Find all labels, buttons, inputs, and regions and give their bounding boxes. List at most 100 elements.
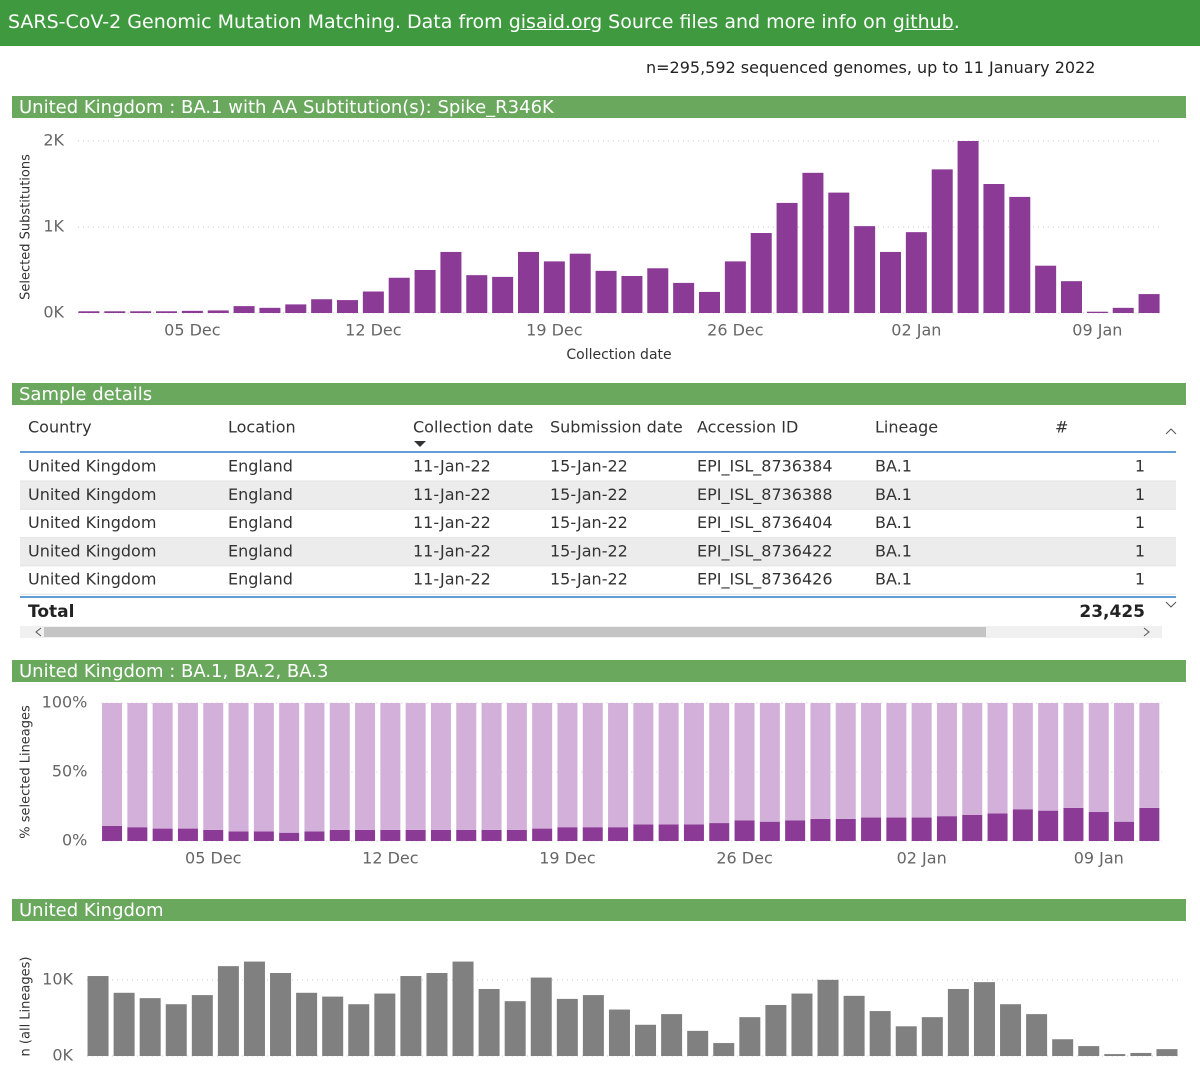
cell: England (228, 485, 293, 504)
bar (905, 232, 927, 313)
cell: United Kingdom (28, 485, 156, 504)
y-tick-label: 0K (52, 1046, 73, 1065)
bar-segment (1088, 812, 1109, 841)
y-axis-label: n (all Lineages) (19, 957, 34, 1057)
bar-segment (709, 823, 730, 841)
bar (673, 282, 695, 313)
bar (388, 277, 410, 313)
bar-segment (1038, 703, 1059, 811)
bar-segment (861, 817, 882, 841)
bar (869, 1011, 891, 1056)
bar-segment (785, 703, 806, 821)
section-bar (12, 899, 1186, 921)
y-tick-label: 0% (62, 831, 87, 850)
bar (362, 291, 384, 313)
cell: EPI_ISL_8736384 (697, 457, 833, 477)
bar (414, 270, 436, 313)
bar (739, 1017, 761, 1056)
bar (1035, 265, 1057, 313)
y-tick-label: 100% (42, 693, 88, 712)
bar (311, 299, 333, 313)
bar (699, 291, 720, 313)
bar (1086, 311, 1108, 313)
bar (1112, 307, 1134, 313)
bar (207, 310, 229, 313)
bar-segment (152, 703, 173, 829)
bar-segment (835, 703, 856, 819)
cell: 15-Jan-22 (550, 485, 628, 504)
bar (569, 253, 591, 313)
bar-segment (785, 820, 806, 841)
bar-segment (886, 703, 907, 818)
bar-segment (658, 703, 679, 825)
gisaid-link[interactable]: gisaid.org (508, 11, 603, 33)
bar (530, 977, 552, 1056)
cell: BA.1 (875, 513, 912, 532)
bar (1078, 1046, 1100, 1056)
bar (1000, 1004, 1022, 1056)
bar-segment (1063, 807, 1084, 841)
bar (1156, 1049, 1178, 1056)
github-link[interactable]: github (892, 11, 954, 33)
y-tick-label: 10K (42, 969, 73, 988)
column-header: Lineage (875, 418, 938, 437)
column-header: Accession ID (697, 418, 798, 437)
cell: United Kingdom (28, 457, 156, 476)
bar (165, 1004, 187, 1056)
header-text: . (953, 11, 960, 33)
cell: United Kingdom (28, 541, 156, 560)
bar-segment (177, 828, 198, 841)
bar (983, 184, 1005, 313)
bar-segment (557, 827, 578, 841)
y-axis-label: % selected Lineages (19, 705, 34, 839)
row-bg (20, 481, 1176, 510)
bar (233, 306, 255, 313)
bar-segment (734, 703, 755, 821)
bar (139, 998, 161, 1056)
bar (750, 233, 772, 313)
bar-segment (1139, 703, 1160, 808)
bar-segment (810, 818, 831, 841)
bar (478, 988, 500, 1056)
bar (452, 961, 474, 1056)
bar (181, 310, 203, 313)
y-tick-label: 1K (43, 217, 64, 236)
bar (285, 304, 307, 313)
cell: 11-Jan-22 (413, 513, 491, 532)
scroll-thumb[interactable] (44, 627, 986, 637)
bar-segment (304, 703, 325, 832)
bar-segment (127, 703, 148, 828)
bar-segment (430, 829, 451, 841)
section-bar (12, 383, 1186, 405)
bar-segment (658, 824, 679, 841)
bar (191, 995, 213, 1056)
y-tick-label: 50% (52, 762, 88, 781)
bar (724, 261, 746, 313)
y-tick-label: 2K (43, 131, 64, 150)
bar-segment (228, 831, 249, 841)
bar (556, 998, 578, 1056)
bar-segment (329, 829, 350, 841)
cell: 15-Jan-22 (550, 513, 628, 532)
bar (492, 276, 514, 313)
cell: 11-Jan-22 (413, 457, 491, 476)
bar (791, 993, 813, 1056)
bar-segment (481, 703, 502, 830)
x-tick-label: 05 Dec (185, 849, 241, 868)
bar (113, 992, 135, 1056)
bar (1130, 1052, 1152, 1056)
bar-segment (355, 703, 376, 830)
bar-segment (177, 703, 198, 829)
bar (337, 300, 358, 313)
bar (854, 226, 876, 313)
cell: 15-Jan-22 (550, 457, 628, 476)
cell: United Kingdom (28, 513, 156, 532)
bar-segment (810, 703, 831, 819)
cell: BA.1 (875, 541, 912, 560)
column-header: Submission date (550, 418, 683, 437)
cell: 11-Jan-22 (413, 485, 491, 504)
bar-segment (481, 829, 502, 841)
bar-segment (430, 703, 451, 830)
sort-arrow (414, 441, 426, 447)
bar-segment (962, 703, 983, 815)
